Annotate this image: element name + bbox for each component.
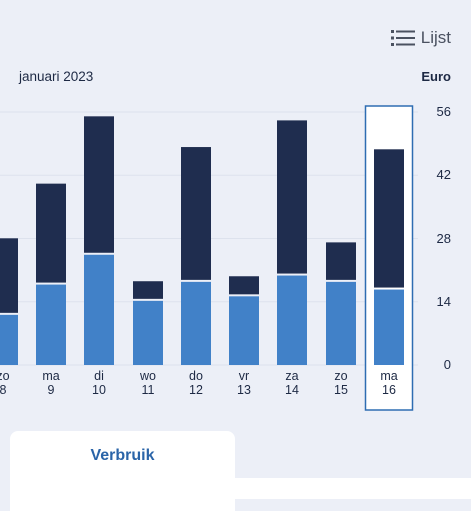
- bar-segment-high[interactable]: [0, 238, 18, 313]
- day-of-week: do: [189, 369, 203, 383]
- bar-segment-low[interactable]: [229, 296, 259, 365]
- day-of-week: zo: [0, 369, 10, 383]
- x-axis-tick-label: za 14: [272, 369, 312, 397]
- day-of-week: ma: [42, 369, 60, 383]
- day-number: 15: [334, 383, 348, 397]
- bar-segment-low[interactable]: [277, 275, 307, 365]
- x-axis-tick-label: zo8: [0, 369, 23, 397]
- tab-verbruik-label: Verbruik: [90, 447, 155, 464]
- bar-segment-low[interactable]: [36, 284, 66, 365]
- day-number: 10: [92, 383, 106, 397]
- y-axis-tick-label: 42: [436, 167, 451, 183]
- day-of-week: za: [285, 369, 299, 383]
- bar-segment-high[interactable]: [84, 116, 114, 253]
- y-axis-tick-label: 28: [436, 230, 451, 246]
- day-number: 8: [0, 383, 7, 397]
- tab-verbruik[interactable]: Verbruik: [10, 431, 235, 511]
- bar-segment-low[interactable]: [374, 289, 404, 365]
- bar-segment-high[interactable]: [229, 276, 259, 295]
- bar-segment-low[interactable]: [84, 254, 114, 365]
- bar-segment-high[interactable]: [133, 281, 163, 299]
- y-axis-tick-label: 56: [436, 104, 451, 119]
- x-axis-tick-label: vr 13: [224, 369, 264, 397]
- day-of-week: vr: [238, 369, 250, 383]
- day-number: 14: [285, 383, 299, 397]
- day-of-week: di: [94, 369, 104, 383]
- x-axis-tick-label: di 10: [79, 369, 119, 397]
- x-axis-tick-label: ma 9: [31, 369, 71, 397]
- list-view-button[interactable]: Lijst: [390, 28, 451, 48]
- x-axis-tick-label: zo 15: [321, 369, 361, 397]
- day-number: 9: [47, 383, 55, 397]
- bar-segment-low[interactable]: [181, 281, 211, 365]
- day-number: 13: [237, 383, 251, 397]
- day-of-week: zo: [334, 369, 348, 383]
- day-number: 11: [141, 383, 155, 397]
- day-of-week: ma: [380, 369, 398, 383]
- bar-segment-high[interactable]: [374, 149, 404, 288]
- content-panel: [235, 478, 471, 499]
- x-axis-tick-label: ma 16: [369, 369, 409, 397]
- x-axis-tick-label: wo 11: [128, 369, 168, 397]
- bar-segment-high[interactable]: [36, 183, 66, 283]
- bar-segment-high[interactable]: [181, 147, 211, 280]
- y-axis-tick-label: 14: [436, 293, 451, 309]
- bar-segment-high[interactable]: [277, 120, 307, 274]
- list-view-label: Lijst: [420, 28, 451, 47]
- day-of-week: wo: [140, 369, 156, 383]
- bar-segment-high[interactable]: [326, 242, 356, 280]
- x-axis-tick-label: do 12: [176, 369, 216, 397]
- bar-segment-low[interactable]: [326, 281, 356, 365]
- month-label: januari 2023: [19, 69, 94, 84]
- bar-segment-low[interactable]: [0, 314, 18, 365]
- day-number: 12: [189, 383, 203, 397]
- list-icon: [390, 30, 415, 46]
- bar-segment-low[interactable]: [133, 300, 163, 365]
- y-axis-unit: Euro: [421, 69, 451, 84]
- day-number: 16: [382, 383, 396, 397]
- y-axis-tick-label: 0: [443, 357, 451, 372]
- bar-chart: [0, 105, 418, 411]
